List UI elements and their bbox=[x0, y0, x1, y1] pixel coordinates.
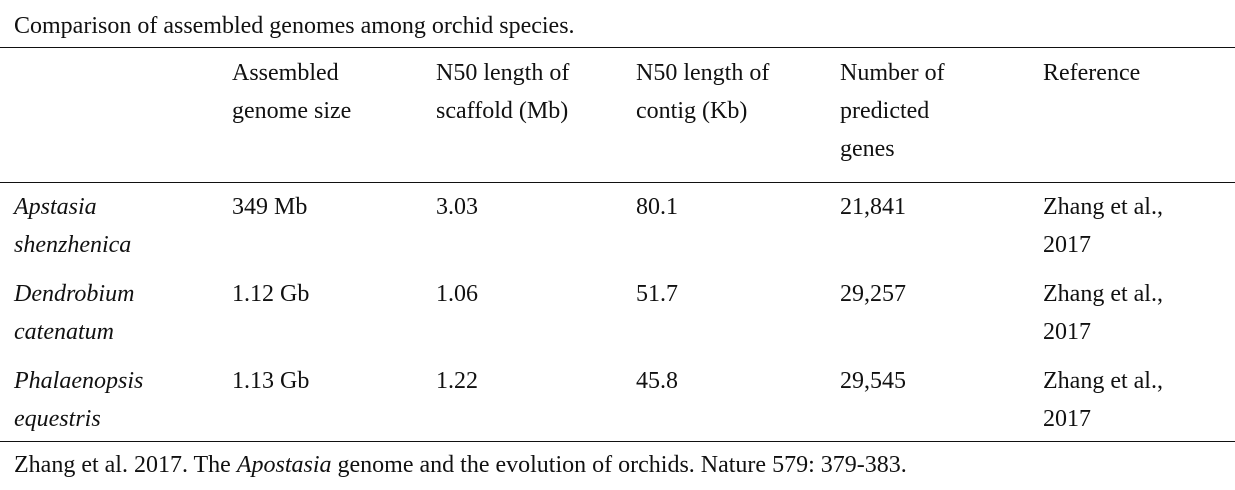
species-cell: Phalaenopsis equestris bbox=[14, 368, 144, 432]
table-footnote: Zhang et al. 2017. The Apostasia genome … bbox=[14, 452, 907, 478]
genome-size-cell: 1.13 Gb bbox=[232, 368, 310, 394]
scaffold-n50-cell: 1.06 bbox=[436, 281, 478, 307]
header-predicted-genes: Number of predicted genes bbox=[840, 60, 945, 162]
reference-cell: Zhang et al., 2017 bbox=[1043, 281, 1163, 345]
bottom-rule bbox=[0, 441, 1235, 442]
reference-cell: Zhang et al., 2017 bbox=[1043, 368, 1163, 432]
species-cell: Apstasia shenzhenica bbox=[14, 194, 132, 258]
genes-cell: 29,257 bbox=[840, 281, 906, 307]
header-genome-size: Assembled genome size bbox=[232, 60, 352, 124]
genome-size-cell: 1.12 Gb bbox=[232, 281, 310, 307]
genome-size-cell: 349 Mb bbox=[232, 194, 308, 220]
reference-cell: Zhang et al., 2017 bbox=[1043, 194, 1163, 258]
genes-cell: 29,545 bbox=[840, 368, 906, 394]
header-scaffold-n50: N50 length of scaffold (Mb) bbox=[436, 60, 570, 124]
table-caption: Comparison of assembled genomes among or… bbox=[14, 13, 575, 39]
top-rule bbox=[0, 47, 1235, 48]
header-contig-n50: N50 length of contig (Kb) bbox=[636, 60, 770, 124]
contig-n50-cell: 45.8 bbox=[636, 368, 678, 394]
contig-n50-cell: 51.7 bbox=[636, 281, 678, 307]
scaffold-n50-cell: 1.22 bbox=[436, 368, 478, 394]
genes-cell: 21,841 bbox=[840, 194, 906, 220]
species-cell: Dendrobium catenatum bbox=[14, 281, 135, 345]
header-reference: Reference bbox=[1043, 60, 1141, 86]
scaffold-n50-cell: 3.03 bbox=[436, 194, 478, 220]
header-rule bbox=[0, 182, 1235, 183]
contig-n50-cell: 80.1 bbox=[636, 194, 678, 220]
